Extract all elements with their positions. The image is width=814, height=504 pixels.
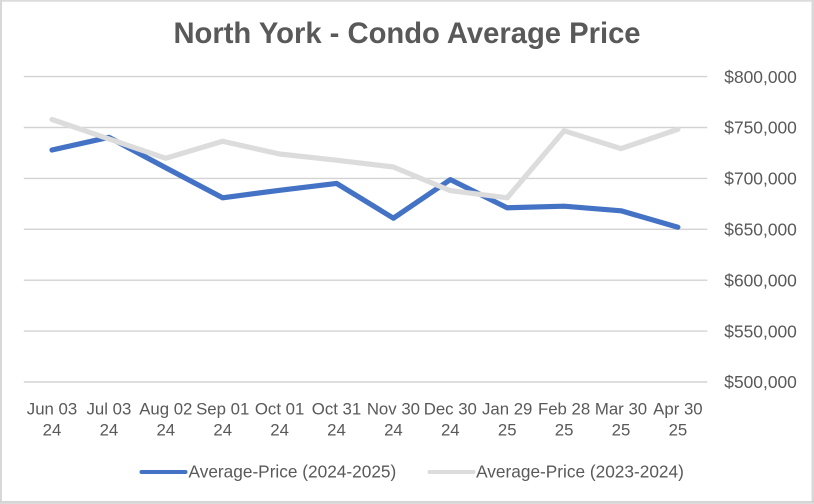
svg-text:24: 24 xyxy=(327,421,346,440)
svg-text:Jun 03: Jun 03 xyxy=(27,399,77,418)
svg-text:Jul 03: Jul 03 xyxy=(87,399,132,418)
svg-text:Average-Price (2023-2024): Average-Price (2023-2024) xyxy=(476,461,684,481)
svg-text:$700,000: $700,000 xyxy=(724,169,797,189)
svg-text:$550,000: $550,000 xyxy=(724,321,797,341)
svg-text:24: 24 xyxy=(156,421,175,440)
svg-text:Oct 01: Oct 01 xyxy=(255,399,304,418)
svg-text:24: 24 xyxy=(384,421,403,440)
svg-text:$650,000: $650,000 xyxy=(724,220,797,240)
svg-text:25: 25 xyxy=(498,421,517,440)
svg-text:25: 25 xyxy=(669,421,688,440)
svg-text:24: 24 xyxy=(43,421,62,440)
svg-text:24: 24 xyxy=(100,421,119,440)
svg-text:24: 24 xyxy=(270,421,289,440)
svg-text:$500,000: $500,000 xyxy=(724,372,797,392)
svg-text:Average-Price (2024-2025): Average-Price (2024-2025) xyxy=(189,461,397,481)
svg-text:Nov 30: Nov 30 xyxy=(367,399,420,418)
svg-text:Sep 01: Sep 01 xyxy=(196,399,249,418)
svg-text:Aug 02: Aug 02 xyxy=(139,399,192,418)
svg-text:Mar 30: Mar 30 xyxy=(595,399,647,418)
svg-text:$600,000: $600,000 xyxy=(724,270,797,290)
svg-text:24: 24 xyxy=(441,421,460,440)
svg-text:North York - Condo Average Pri: North York - Condo Average Price xyxy=(173,18,640,50)
svg-text:Apr 30: Apr 30 xyxy=(653,399,702,418)
svg-text:Feb 28: Feb 28 xyxy=(538,399,590,418)
svg-text:$800,000: $800,000 xyxy=(724,67,797,87)
svg-text:Jan 29: Jan 29 xyxy=(482,399,532,418)
svg-text:Dec 30: Dec 30 xyxy=(424,399,477,418)
svg-text:25: 25 xyxy=(555,421,574,440)
svg-text:$750,000: $750,000 xyxy=(724,118,797,138)
svg-text:Oct 31: Oct 31 xyxy=(312,399,361,418)
svg-text:25: 25 xyxy=(612,421,631,440)
svg-text:24: 24 xyxy=(213,421,232,440)
